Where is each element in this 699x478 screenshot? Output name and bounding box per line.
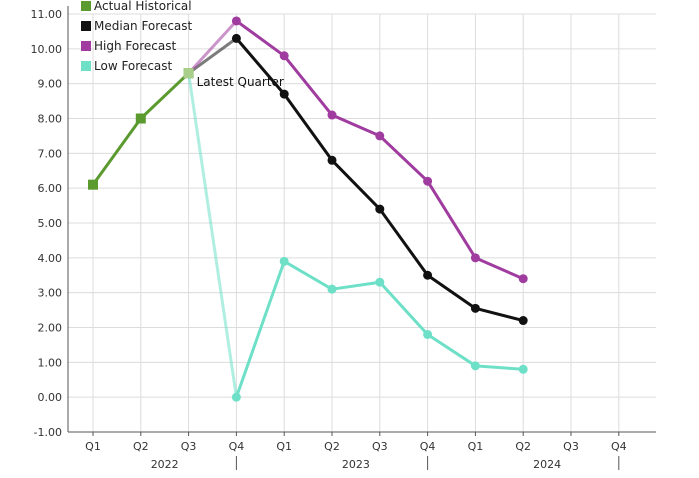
series-lines — [88, 16, 528, 402]
x-tick-label-quarter: Q2 — [324, 440, 340, 453]
low-forecast-point — [375, 277, 385, 287]
annotation-latest-quarter: Latest Quarter — [197, 75, 284, 89]
x-tick-label-quarter: Q1 — [85, 440, 101, 453]
median-forecast-point — [327, 155, 337, 165]
median-forecast-point — [423, 270, 433, 280]
high-forecast-point — [231, 16, 241, 26]
x-tick-label-year: 2024 — [533, 458, 561, 471]
y-tick-label: 11.00 — [31, 8, 63, 21]
median-forecast-point — [470, 303, 480, 313]
y-tick-label: 5.00 — [38, 217, 63, 230]
median-forecast-point — [279, 89, 289, 99]
x-tick-label-quarter: Q4 — [611, 440, 627, 453]
low-forecast-point — [470, 361, 480, 371]
median-forecast-point — [231, 33, 241, 43]
gridlines — [68, 13, 656, 433]
x-tick-label-quarter: Q3 — [563, 440, 579, 453]
median-forecast-connector — [187, 37, 238, 75]
median-forecast-point — [518, 316, 528, 326]
axes — [67, 6, 656, 470]
latest-quarter-point — [183, 68, 194, 79]
y-axis-tick-labels: -1.00 0.00 1.00 2.00 3.00 4.00 5.00 6.00 7.00 8.0… — [31, 8, 63, 439]
low-forecast-point — [279, 256, 289, 266]
x-tick-label-quarter: Q1 — [468, 440, 484, 453]
actual-historical-point — [135, 113, 146, 124]
y-tick-label: 4.00 — [38, 252, 63, 265]
high-forecast-point — [518, 274, 528, 284]
legend-swatch-median-forecast — [81, 21, 91, 31]
low-forecast-point — [231, 392, 241, 402]
x-tick-label-quarter: Q3 — [181, 440, 197, 453]
y-tick-label: 7.00 — [38, 147, 63, 160]
high-forecast-point — [423, 176, 433, 186]
x-tick-label-year: 2023 — [342, 458, 370, 471]
low-forecast-point — [423, 329, 433, 339]
low-forecast-connector — [187, 72, 238, 398]
y-tick-label: 3.00 — [38, 287, 63, 300]
actual-historical-point — [88, 179, 98, 190]
y-tick-label: 10.00 — [31, 43, 63, 56]
high-forecast-connector — [187, 19, 238, 75]
y-tick-label: -1.00 — [34, 426, 62, 439]
legend-swatch-actual-historical — [81, 1, 91, 11]
high-forecast-point — [327, 110, 337, 120]
legend-swatch-high-forecast — [81, 41, 91, 51]
y-tick-label: 9.00 — [38, 78, 63, 91]
high-forecast-point — [470, 253, 480, 263]
x-tick-label-quarter: Q2 — [515, 440, 531, 453]
y-tick-label: 1.00 — [38, 356, 63, 369]
legend-label-median-forecast: Median Forecast — [94, 19, 193, 33]
low-forecast-point — [518, 364, 528, 374]
x-tick-label-year: 2022 — [151, 458, 179, 471]
legend-label-high-forecast: High Forecast — [94, 39, 176, 53]
annotations: Latest Quarter — [183, 68, 284, 89]
y-tick-label: 2.00 — [38, 322, 63, 335]
legend-swatch-low-forecast — [81, 61, 91, 71]
x-tick-label-quarter: Q4 — [229, 440, 245, 453]
x-tick-label-quarter: Q1 — [276, 440, 292, 453]
legend: Actual Historical Median Forecast High For… — [81, 0, 193, 73]
high-forecast-point — [375, 131, 385, 141]
x-axis-tick-labels: Q1 Q2 Q3 Q4 Q1 Q2 Q3 Q4 Q1 Q2 Q3 Q4 2022 2023 2024 — [85, 440, 626, 471]
legend-label-actual-historical: Actual Historical — [94, 0, 192, 13]
x-tick-label-quarter: Q2 — [133, 440, 149, 453]
y-tick-label: 0.00 — [38, 391, 63, 404]
y-tick-label: 8.00 — [38, 113, 63, 126]
x-tick-label-quarter: Q3 — [372, 440, 388, 453]
legend-label-low-forecast: Low Forecast — [94, 59, 173, 73]
high-forecast-point — [279, 51, 289, 61]
x-tick-label-quarter: Q4 — [420, 440, 436, 453]
median-forecast-point — [375, 204, 385, 214]
y-tick-label: 6.00 — [38, 182, 63, 195]
low-forecast-point — [327, 284, 337, 294]
